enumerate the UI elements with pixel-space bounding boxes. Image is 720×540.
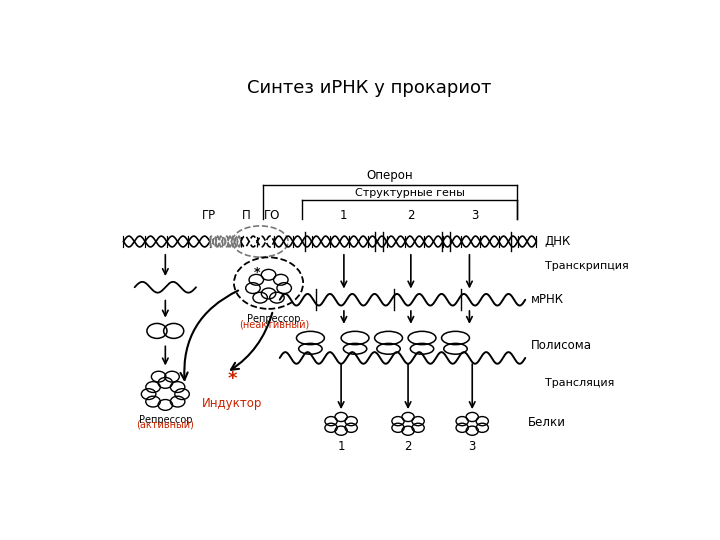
Text: Оперон: Оперон xyxy=(366,169,413,182)
Text: (неактивный): (неактивный) xyxy=(239,320,310,330)
Text: Полисома: Полисома xyxy=(531,339,592,352)
Text: (активный): (активный) xyxy=(136,420,194,430)
Text: ГО: ГО xyxy=(264,208,281,221)
Text: Репрессор: Репрессор xyxy=(138,415,192,425)
Text: Структурные гены: Структурные гены xyxy=(354,188,464,198)
Text: 1: 1 xyxy=(340,208,348,221)
Text: Синтез иРНК у прокариот: Синтез иРНК у прокариот xyxy=(247,79,491,97)
Text: Трансляция: Трансляция xyxy=(545,378,614,388)
Text: П: П xyxy=(242,208,251,221)
Text: *: * xyxy=(228,370,237,388)
Text: Индуктор: Индуктор xyxy=(202,397,263,410)
Text: 3: 3 xyxy=(472,208,479,221)
Text: 1: 1 xyxy=(338,440,345,453)
Text: ГР: ГР xyxy=(202,208,216,221)
Text: *: * xyxy=(254,266,261,279)
Text: 2: 2 xyxy=(407,208,415,221)
Text: 3: 3 xyxy=(469,440,476,453)
Text: мРНК: мРНК xyxy=(531,293,564,306)
Text: Белки: Белки xyxy=(528,416,566,429)
Text: Репрессор: Репрессор xyxy=(248,314,301,325)
Text: 2: 2 xyxy=(405,440,412,453)
Text: Транскрипция: Транскрипция xyxy=(545,261,629,272)
Text: ДНК: ДНК xyxy=(545,235,571,248)
